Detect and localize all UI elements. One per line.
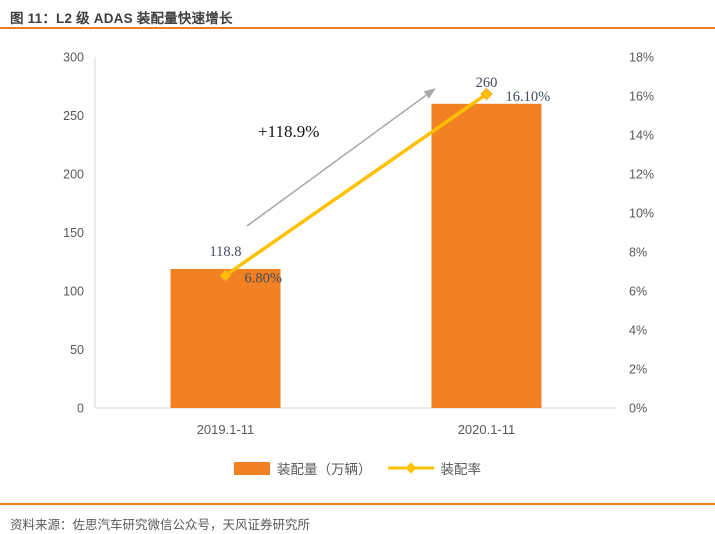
bar-2020-1-11 bbox=[431, 103, 542, 409]
combo-chart: 0 50 100 150 200 250 300 0% 2% 4% 6% 8% 10% 12% 14% 16%… bbox=[63, 51, 654, 438]
y-right-tick: 6% bbox=[629, 285, 647, 299]
growth-arrow bbox=[246, 94, 427, 227]
y-right-tick: 4% bbox=[629, 324, 647, 338]
y-left-tick: 200 bbox=[63, 168, 84, 182]
rate-line bbox=[224, 92, 488, 277]
legend: 装配量（万辆） 装配率 bbox=[0, 458, 715, 478]
rate-marker bbox=[480, 87, 493, 101]
y-right-tick: 10% bbox=[629, 207, 654, 221]
rate-value-label: 16.10% bbox=[506, 89, 551, 105]
bar-value-label: 118.8 bbox=[209, 244, 241, 260]
y-left-tick: 50 bbox=[70, 343, 84, 357]
y-left-tick: 250 bbox=[63, 109, 84, 123]
x-category-label: 2019.1-11 bbox=[197, 422, 255, 437]
y-right-tick: 0% bbox=[629, 402, 647, 416]
y-left-tick: 0 bbox=[77, 402, 84, 416]
line-series-swatch bbox=[387, 462, 434, 474]
bar-value-label: 260 bbox=[476, 75, 498, 91]
y-right-tick: 2% bbox=[629, 363, 647, 377]
chart-title: 图 11：L2 级 ADAS 装配量快速增长 bbox=[10, 11, 233, 26]
y-right-tick: 8% bbox=[629, 246, 647, 260]
header: 图 11：L2 级 ADAS 装配量快速增长 bbox=[0, 0, 715, 29]
bar-2019-1-11 bbox=[170, 269, 281, 408]
y-left-tick: 300 bbox=[63, 51, 84, 65]
legend-item-rate: 装配率 bbox=[387, 458, 482, 478]
y-right-tick: 18% bbox=[629, 51, 654, 65]
y-left-tick: 150 bbox=[63, 226, 84, 240]
source-text: 资料来源：佐思汽车研究微信公众号，天风证券研究所 bbox=[10, 518, 311, 532]
bar-series-swatch bbox=[234, 461, 270, 475]
y-left-tick: 100 bbox=[63, 285, 84, 299]
legend-label-rate: 装配率 bbox=[440, 462, 482, 477]
growth-annotation: +118.9% bbox=[258, 122, 319, 141]
y-right-tick: 14% bbox=[629, 129, 654, 143]
legend-item-volume: 装配量（万辆） bbox=[234, 458, 372, 478]
rate-marker bbox=[219, 269, 232, 282]
footer: 资料来源：佐思汽车研究微信公众号，天风证券研究所 bbox=[0, 503, 715, 533]
legend-label-volume: 装配量（万辆） bbox=[277, 462, 372, 477]
y-right-tick: 16% bbox=[629, 90, 654, 104]
x-category-label: 2020.1-11 bbox=[458, 422, 516, 437]
y-right-tick: 12% bbox=[629, 168, 654, 182]
rate-value-label: 6.80% bbox=[245, 270, 282, 286]
growth-arrow-head bbox=[423, 88, 436, 99]
